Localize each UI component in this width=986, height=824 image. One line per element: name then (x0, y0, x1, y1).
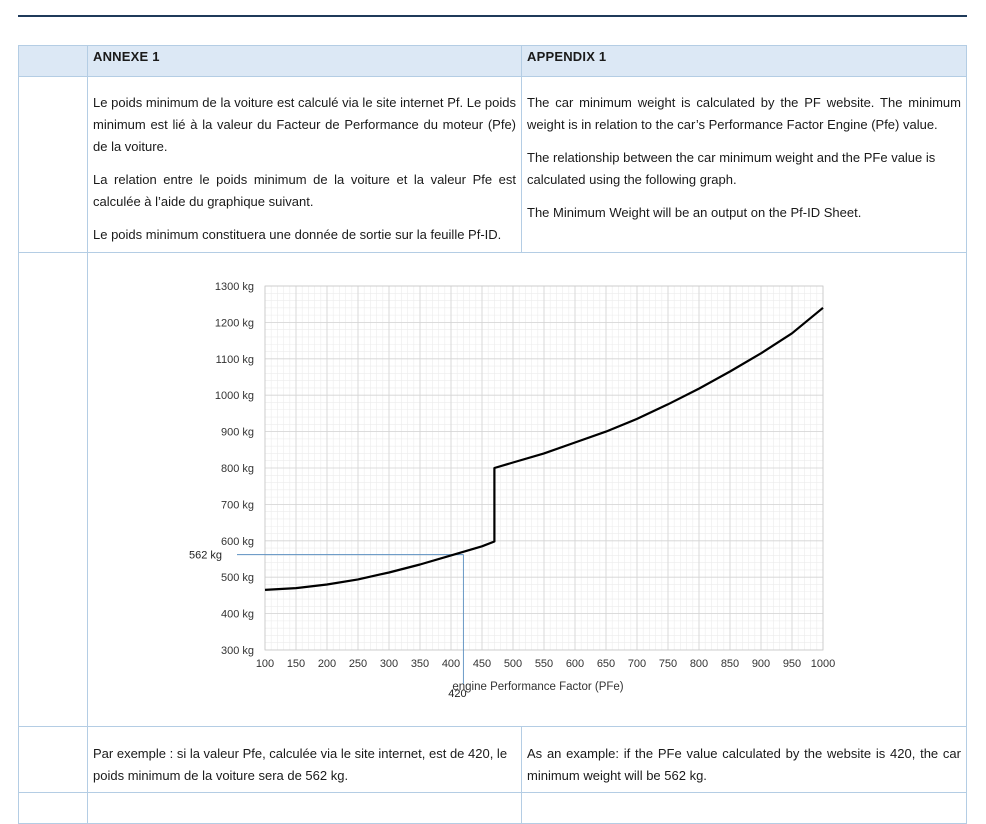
chart-row: 300 kg 400 kg 500 kg 600 kg 700 kg 800 kg 900 … (18, 252, 967, 727)
annotation-x-label: 420 (448, 688, 466, 700)
x-tick-label: 850 (721, 658, 739, 670)
intro-fr-p1: Le poids minimum de la voiture est calcu… (93, 95, 516, 154)
intro-en-p1: The car minimum weight is calculated by … (527, 95, 961, 132)
intro-fr-p2: La relation entre le poids minimum de la… (93, 172, 516, 209)
x-tick-label: 400 (442, 658, 460, 670)
x-tick-label: 750 (659, 658, 677, 670)
empty-cell (18, 252, 88, 727)
example-fr-cell: Par exemple : si la valeur Pfe, calculée… (87, 726, 522, 793)
top-rule (18, 15, 967, 17)
x-tick-label: 450 (473, 658, 491, 670)
intro-en-p2: The relationship between the car minimum… (527, 150, 936, 187)
y-tick-label: 1100 kg (216, 354, 254, 366)
x-tick-label: 350 (411, 658, 429, 670)
empty-cell (87, 792, 522, 824)
x-tick-label: 150 (287, 658, 305, 670)
y-tick-label: 900 kg (221, 427, 254, 439)
y-tick-label: 1000 kg (215, 390, 254, 402)
weight-chart: 300 kg 400 kg 500 kg 600 kg 700 kg 800 kg 900 … (189, 281, 835, 700)
y-tick-label: 1300 kg (215, 281, 254, 293)
header-row: ANNEXE 1 APPENDIX 1 (18, 45, 967, 77)
y-tick-label: 700 kg (221, 499, 254, 511)
x-tick-label: 250 (349, 658, 367, 670)
intro-fr-cell: Le poids minimum de la voiture est calcu… (87, 76, 522, 253)
empty-cell (521, 792, 967, 824)
plot-border (264, 285, 824, 651)
y-tick-label: 300 kg (221, 645, 254, 657)
intro-en-p3: The Minimum Weight will be an output on … (527, 205, 862, 220)
intro-en-cell: The car minimum weight is calculated by … (521, 76, 967, 253)
y-tick-label: 500 kg (221, 572, 254, 584)
header-appendix: APPENDIX 1 (521, 45, 967, 77)
x-tick-label: 1000 (811, 658, 835, 670)
next-row (18, 792, 967, 824)
empty-cell (18, 726, 88, 793)
weight-curve (264, 306, 824, 591)
y-tick-label: 400 kg (221, 609, 254, 621)
empty-cell (18, 76, 88, 253)
x-tick-label: 800 (690, 658, 708, 670)
x-tick-label: 900 (752, 658, 770, 670)
x-tick-label: 950 (783, 658, 801, 670)
x-tick-label: 600 (566, 658, 584, 670)
x-tick-label: 300 (380, 658, 398, 670)
example-en-cell: As an example: if the PFe value calculat… (521, 726, 967, 793)
x-axis-label: engine Performance Factor (PFe) (452, 681, 623, 693)
x-tick-label: 550 (535, 658, 553, 670)
annex-table: ANNEXE 1 APPENDIX 1 Le poids minimum de … (18, 45, 967, 824)
y-tick-label: 800 kg (221, 463, 254, 475)
x-tick-label: 200 (318, 658, 336, 670)
intro-row: Le poids minimum de la voiture est calcu… (18, 76, 967, 253)
empty-cell (18, 45, 88, 77)
y-tick-label: 1200 kg (215, 317, 254, 329)
x-tick-label: 650 (597, 658, 615, 670)
example-row: Par exemple : si la valeur Pfe, calculée… (18, 726, 967, 793)
intro-fr-p3: Le poids minimum constituera une donnée … (93, 227, 502, 242)
annotation-y-label: 562 kg (189, 550, 222, 562)
empty-cell (18, 792, 88, 824)
header-annexe: ANNEXE 1 (87, 45, 522, 77)
x-tick-label: 500 (504, 658, 522, 670)
x-tick-label: 100 (256, 658, 274, 670)
chart-cell: 300 kg 400 kg 500 kg 600 kg 700 kg 800 kg 900 … (87, 252, 967, 727)
x-tick-label: 700 (628, 658, 646, 670)
y-tick-label: 600 kg (221, 536, 254, 548)
